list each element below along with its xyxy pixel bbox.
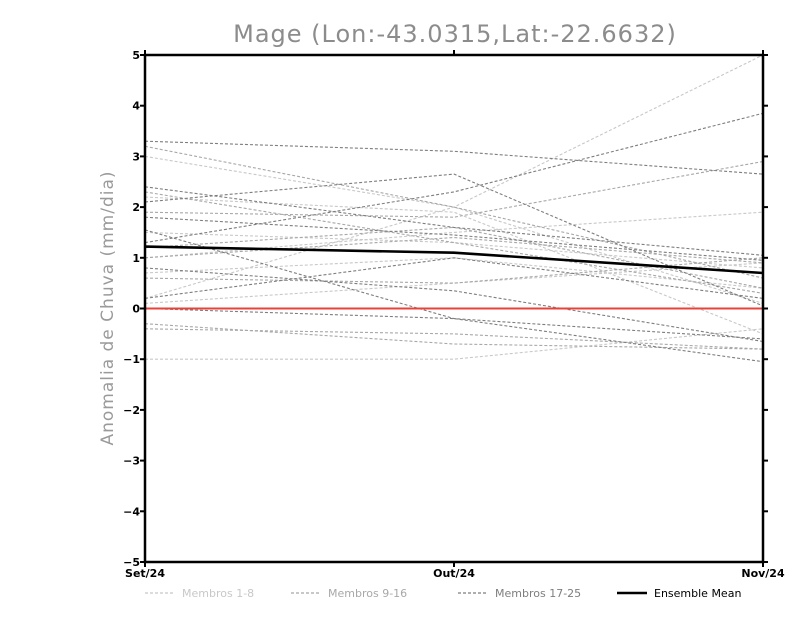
- y-axis-label: Anomalia de Chuva (mm/dia): [98, 170, 118, 445]
- member-line-11: [145, 236, 763, 264]
- member-line-5: [145, 196, 763, 335]
- y-tick-label: 4: [132, 100, 140, 113]
- member-line-17: [145, 140, 763, 175]
- chart-title: Mage (Lon:-43.0315,Lat:-22.6632): [233, 20, 677, 48]
- member-line-20: [145, 173, 763, 307]
- y-tick-label: 2: [132, 201, 140, 214]
- ensemble-mean-line: [144, 245, 764, 275]
- member-line-3: [145, 211, 763, 259]
- member-line-13: [145, 191, 763, 294]
- x-axis-ticks: Set/24 Out/24 Nov/24: [125, 50, 785, 580]
- member-line-4: [145, 328, 763, 360]
- member-line-18: [145, 112, 763, 244]
- member-line-24: [145, 307, 763, 363]
- y-tick-label: −2: [123, 404, 140, 417]
- member-line-19: [145, 186, 763, 256]
- member-line-10: [145, 160, 763, 218]
- member-line-21: [145, 216, 763, 261]
- y-axis-ticks: −5 −4 −3 −2 −1 0 1 2 3 4 5: [123, 49, 768, 569]
- member-line-15: [145, 328, 763, 350]
- x-tick-label: Nov/24: [741, 567, 785, 580]
- member-line-7: [145, 257, 763, 289]
- member-line-2: [145, 55, 763, 299]
- y-tick-label: 0: [132, 303, 140, 316]
- x-tick-label: Set/24: [125, 567, 165, 580]
- member-line-6: [145, 262, 763, 304]
- y-tick-label: −4: [123, 505, 140, 518]
- legend-label-3: Membros 17-25: [495, 587, 581, 600]
- legend-label-1: Membros 1-8: [182, 587, 254, 600]
- legend: Membros 1-8 Membros 9-16 Membros 17-25 Ense…: [145, 587, 741, 600]
- member-line-12: [145, 323, 763, 350]
- member-line-25: [145, 229, 763, 340]
- y-tick-label: −5: [123, 556, 140, 569]
- member-line-1: [145, 155, 763, 304]
- y-tick-label: 5: [132, 49, 140, 62]
- x-tick-label: Out/24: [433, 567, 475, 580]
- y-tick-label: 3: [132, 150, 140, 163]
- member-series-group: [145, 55, 763, 363]
- member-line-8: [145, 231, 763, 269]
- legend-label-4: Ensemble Mean: [654, 587, 741, 600]
- y-tick-label: 1: [132, 252, 140, 265]
- legend-label-2: Membros 9-16: [328, 587, 407, 600]
- y-tick-label: −1: [123, 353, 140, 366]
- y-tick-label: −3: [123, 455, 140, 468]
- ensemble-mean-group: [144, 245, 764, 275]
- member-line-23: [145, 257, 763, 299]
